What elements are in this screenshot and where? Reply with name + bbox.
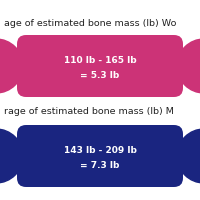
FancyBboxPatch shape — [17, 125, 183, 187]
Text: 110 lb - 165 lb: 110 lb - 165 lb — [64, 56, 136, 65]
Text: = 7.3 lb: = 7.3 lb — [80, 161, 120, 170]
Circle shape — [177, 39, 200, 93]
Circle shape — [0, 39, 23, 93]
FancyBboxPatch shape — [17, 35, 183, 97]
Text: = 5.3 lb: = 5.3 lb — [80, 71, 120, 80]
Circle shape — [177, 129, 200, 183]
Circle shape — [0, 129, 23, 183]
Text: age of estimated bone mass (lb) Wo: age of estimated bone mass (lb) Wo — [4, 20, 176, 28]
Text: rage of estimated bone mass (lb) M: rage of estimated bone mass (lb) M — [4, 108, 174, 116]
Text: 143 lb - 209 lb: 143 lb - 209 lb — [64, 146, 136, 155]
